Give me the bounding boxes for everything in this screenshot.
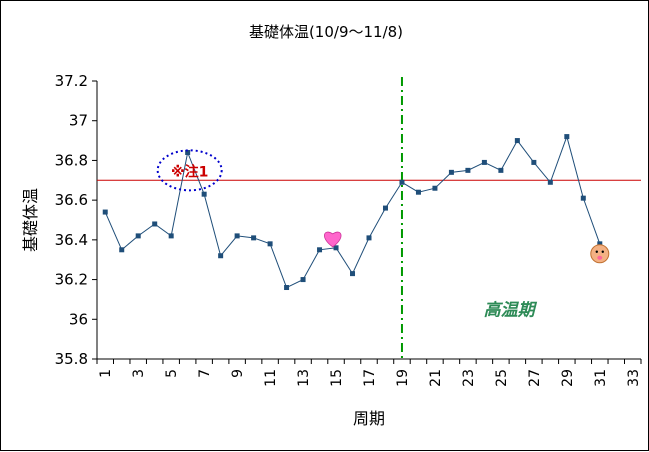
x-axis-label: 周期 [353, 409, 385, 428]
data-point [597, 241, 603, 247]
y-tick-label: 36.2 [55, 271, 88, 289]
high-temp-phase-label: 高温期 [484, 300, 538, 320]
x-tick-label: 13 [296, 369, 312, 387]
x-tick-label: 17 [362, 369, 378, 387]
mouth [597, 255, 603, 260]
x-tick-label: 19 [395, 369, 411, 387]
annotation-layer: ※注1 高温期 [156, 149, 610, 320]
x-tick-label: 31 [593, 369, 609, 387]
chart-title: 基礎体温(10/9〜11/8) [249, 23, 403, 41]
x-tick-label: 23 [461, 369, 477, 387]
data-point [465, 167, 471, 173]
baby-face-icon [590, 244, 610, 264]
series-layer [102, 134, 603, 291]
data-point [580, 195, 586, 201]
x-tick-label: 11 [263, 369, 279, 387]
x-ticks: 1 3 5 7 9 11 13 15 17 19 21 23 25 27 29 31 33 [96, 359, 642, 387]
data-point [415, 189, 421, 195]
y-tick-label: 37.2 [55, 72, 88, 90]
data-point [564, 134, 570, 140]
x-tick-label: 7 [197, 369, 213, 378]
x-tick-label: 5 [164, 369, 180, 378]
note-circle [156, 149, 223, 192]
data-point [152, 221, 158, 227]
data-point [481, 159, 487, 165]
heart-icon [324, 231, 342, 248]
x-tick-label: 1 [98, 369, 114, 378]
data-point [448, 169, 454, 175]
data-point [168, 233, 174, 239]
y-tick-label: 36.4 [55, 231, 88, 249]
data-point [267, 241, 273, 247]
data-point [514, 138, 520, 144]
x-tick-label: 15 [329, 369, 345, 387]
data-point [234, 233, 240, 239]
data-point [399, 179, 405, 185]
y-ticks: 35.8 36 36.2 36.4 36.6 36.8 37 37.2 [55, 72, 97, 368]
x-tick-label: 9 [230, 369, 246, 378]
data-point [317, 247, 323, 253]
data-point [185, 149, 191, 155]
y-axis-label: 基礎体温 [21, 188, 40, 252]
face-outline [590, 244, 610, 264]
data-point [432, 185, 438, 191]
data-point [102, 209, 108, 215]
data-point [547, 179, 553, 185]
data-point [531, 159, 537, 165]
data-point [218, 253, 224, 259]
y-tick-label: 36 [69, 310, 88, 328]
data-point [300, 277, 306, 283]
data-point [201, 191, 207, 197]
y-tick-label: 36.6 [55, 191, 88, 209]
x-tick-label: 21 [428, 369, 444, 387]
data-point [135, 233, 141, 239]
x-tick-label: 25 [494, 369, 510, 387]
data-point [119, 247, 125, 253]
data-point [333, 245, 339, 251]
data-point [366, 235, 372, 241]
x-tick-label: 27 [527, 369, 543, 387]
eye-right [601, 250, 604, 253]
series-line [104, 134, 601, 289]
data-point [251, 235, 257, 241]
data-point [498, 167, 504, 173]
data-point [350, 271, 356, 277]
y-tick-label: 37 [69, 112, 88, 130]
y-tick-label: 36.8 [55, 151, 88, 169]
data-point [382, 205, 388, 211]
x-tick-label: 3 [131, 369, 147, 378]
note-label: ※注1 [171, 163, 208, 180]
y-tick-label: 35.8 [55, 350, 88, 368]
x-tick-label: 33 [626, 369, 642, 387]
eye-left [595, 250, 598, 253]
x-tick-label: 29 [560, 369, 576, 387]
data-point [284, 285, 290, 291]
